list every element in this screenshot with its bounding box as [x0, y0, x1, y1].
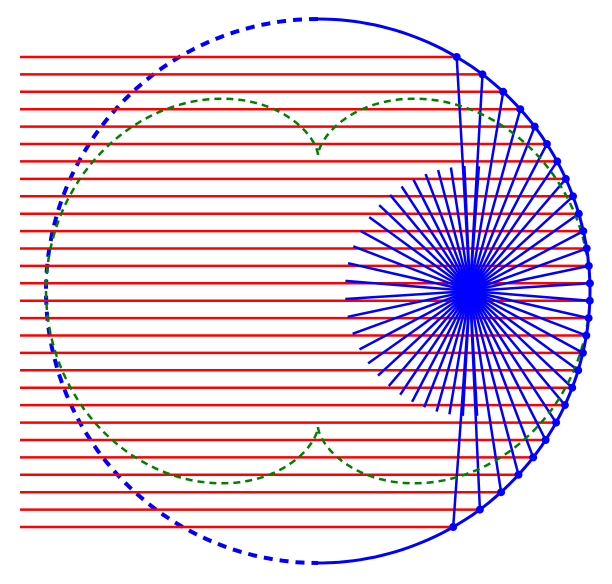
reflection-point: [562, 175, 570, 183]
reflection-point: [543, 140, 551, 148]
reflection-point: [586, 279, 594, 287]
reflection-point: [453, 53, 461, 61]
mirror-back-arc: [46, 19, 318, 563]
reflection-point: [586, 297, 594, 305]
reflection-point: [449, 523, 457, 531]
reflection-point: [585, 262, 593, 270]
reflection-point: [579, 227, 587, 235]
reflection-point: [515, 471, 523, 479]
reflection-point: [479, 70, 487, 78]
reflection-point: [583, 245, 591, 253]
reflection-point: [552, 419, 560, 427]
reflection-point: [553, 157, 561, 165]
reflection-point: [585, 314, 593, 322]
reflection-point: [574, 366, 582, 374]
reflection-point: [497, 488, 505, 496]
reflection-point: [582, 332, 590, 340]
reflection-point: [529, 453, 537, 461]
reflected-ray: [412, 144, 547, 402]
reflection-point: [575, 210, 583, 218]
reflection-point: [561, 401, 569, 409]
reflection-point: [569, 192, 577, 200]
reflection-point: [499, 88, 507, 96]
reflection-point: [568, 384, 576, 392]
reflection-point: [542, 436, 550, 444]
reflection-point: [476, 506, 484, 514]
reflection-point: [516, 105, 524, 113]
reflection-point: [531, 123, 539, 131]
reflection-point: [579, 349, 587, 357]
